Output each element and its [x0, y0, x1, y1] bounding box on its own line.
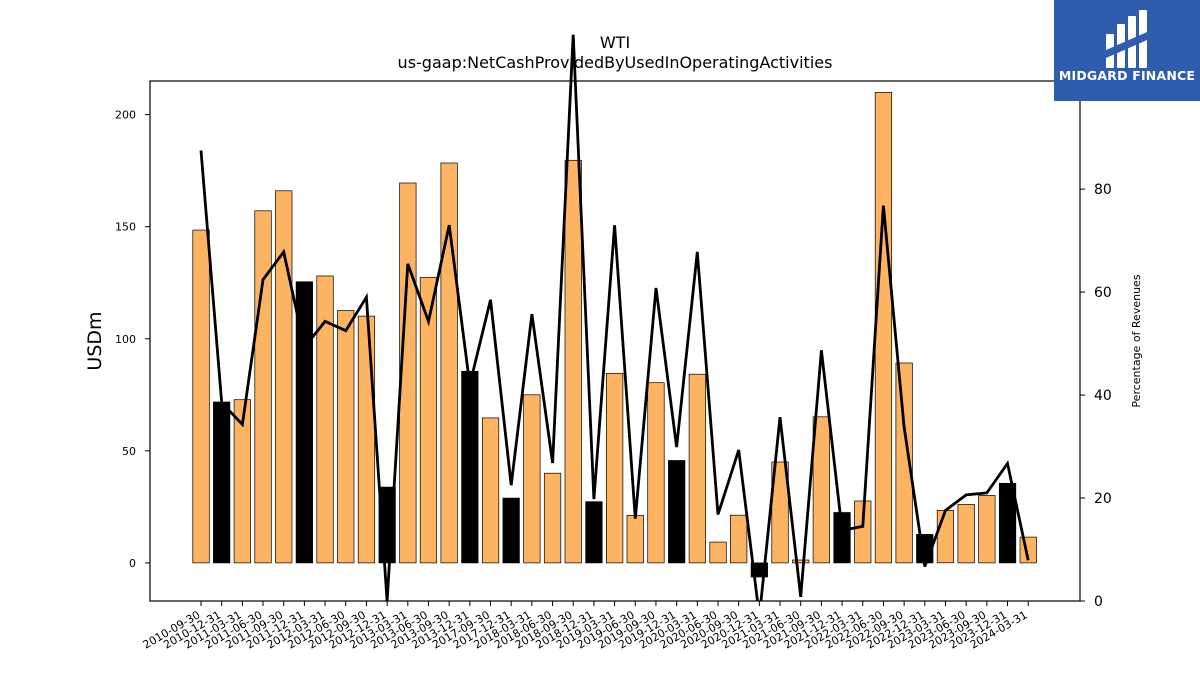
chart-title: WTI: [600, 33, 630, 52]
y2-tick-label: 20: [1094, 491, 1112, 507]
bar-2018-09-30: [564, 159, 582, 564]
y2-tick-label: 40: [1094, 388, 1112, 404]
bar-2022-06-30: [874, 92, 893, 564]
bar-2012-06-30: [337, 310, 355, 564]
bar-2020-03-31: [688, 373, 706, 564]
line-series: [199, 34, 1030, 601]
bar-2018-06-30: [543, 472, 562, 564]
bar-2013-12-31: [461, 370, 479, 564]
bar-2023-03-31: [936, 510, 955, 564]
bar-2011-12-31: [295, 281, 313, 564]
y-tick-label: 0: [129, 557, 136, 570]
bar-2021-12-31: [833, 512, 851, 564]
y2-tick-label: 80: [1094, 182, 1112, 198]
bar-2022-03-31: [854, 500, 872, 564]
bar-2011-06-30: [254, 210, 272, 564]
bar-2018-03-31: [523, 394, 541, 564]
chart-subtitle: us-gaap:NetCashProvidedByUsedInOperating…: [398, 53, 833, 72]
bar-2023-12-31: [998, 482, 1017, 564]
bar-2021-03-31: [771, 461, 789, 564]
y2-tick-label: 0: [1094, 594, 1103, 610]
bar-2013-09-30: [440, 162, 458, 564]
bar-2023-06-30: [957, 504, 975, 564]
bar-2010-09-30: [192, 229, 210, 564]
logo-text: MIDGARD FINANCE: [1058, 68, 1196, 83]
brand-logo: MIDGARD FINANCE: [1054, 0, 1200, 101]
bar-2017-09-30: [481, 417, 500, 564]
y-tick-label: 200: [115, 109, 136, 122]
y2-axis-label: Percentage of Revenues: [1130, 274, 1143, 407]
bar-2013-06-30: [419, 276, 438, 564]
bar-2023-09-30: [978, 495, 996, 564]
bar-2019-03-31: [606, 372, 624, 564]
y-axis-left: 0 50 100 150 200: [115, 109, 150, 570]
bar-2020-09-30: [730, 514, 748, 564]
bar-2021-06-30: [792, 559, 810, 564]
y-tick-label: 150: [115, 221, 136, 234]
y-tick-label: 100: [115, 333, 136, 346]
y2-tick-label: 60: [1094, 285, 1112, 301]
percentage-line: [199, 34, 1030, 601]
bar-2011-03-31: [233, 399, 251, 564]
bar-2019-12-31: [668, 460, 686, 564]
bar-2010-12-31: [213, 401, 231, 564]
bar-2012-09-30: [357, 315, 376, 564]
bar-2018-12-31: [585, 501, 603, 564]
bar-2022-09-30: [895, 362, 913, 564]
bar-2019-09-30: [647, 382, 665, 564]
x-axis: 2010-09-302010-12-312011-03-312011-06-30…: [141, 601, 1030, 652]
bar-2017-12-31: [502, 497, 520, 564]
bar-2019-06-30: [626, 515, 644, 564]
bar-2011-09-30: [275, 190, 293, 564]
midgard-logo-icon: [1106, 10, 1147, 68]
bar-2020-06-30: [709, 541, 727, 564]
bar-2021-09-30: [812, 416, 830, 564]
y-axis-label: USDm: [84, 311, 106, 370]
bar-2012-03-31: [316, 275, 334, 564]
y-tick-label: 50: [122, 445, 136, 458]
bar-series: [192, 92, 1037, 578]
y-axis-right: 020406080100: [1080, 79, 1121, 610]
